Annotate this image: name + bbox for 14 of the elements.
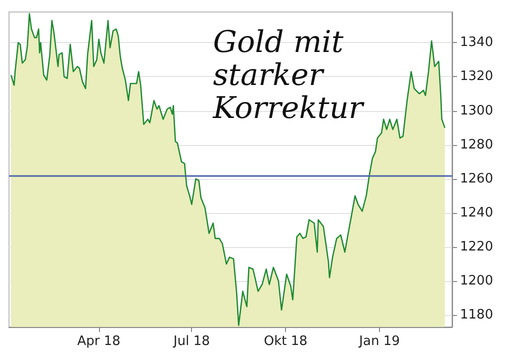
x-tick-label: Jan 19 — [358, 334, 400, 349]
x-tick-label: Okt 18 — [264, 334, 308, 349]
y-tick-label: 1300 — [460, 103, 494, 118]
y-tick-label: 1340 — [460, 35, 494, 50]
y-tick-label: 1320 — [460, 69, 494, 84]
y-tick-label: 1220 — [460, 239, 494, 254]
y-tick-label: 1280 — [460, 137, 494, 152]
x-tick-label: Jul 18 — [172, 334, 210, 349]
y-tick-label: 1180 — [460, 308, 494, 323]
x-tick-label: Apr 18 — [77, 334, 120, 349]
text: Gold mit starker Korrektur — [212, 25, 365, 126]
y-tick-label: 1240 — [460, 205, 494, 220]
y-tick-label: 1200 — [460, 274, 494, 289]
y-tick-label: 1260 — [460, 171, 494, 186]
